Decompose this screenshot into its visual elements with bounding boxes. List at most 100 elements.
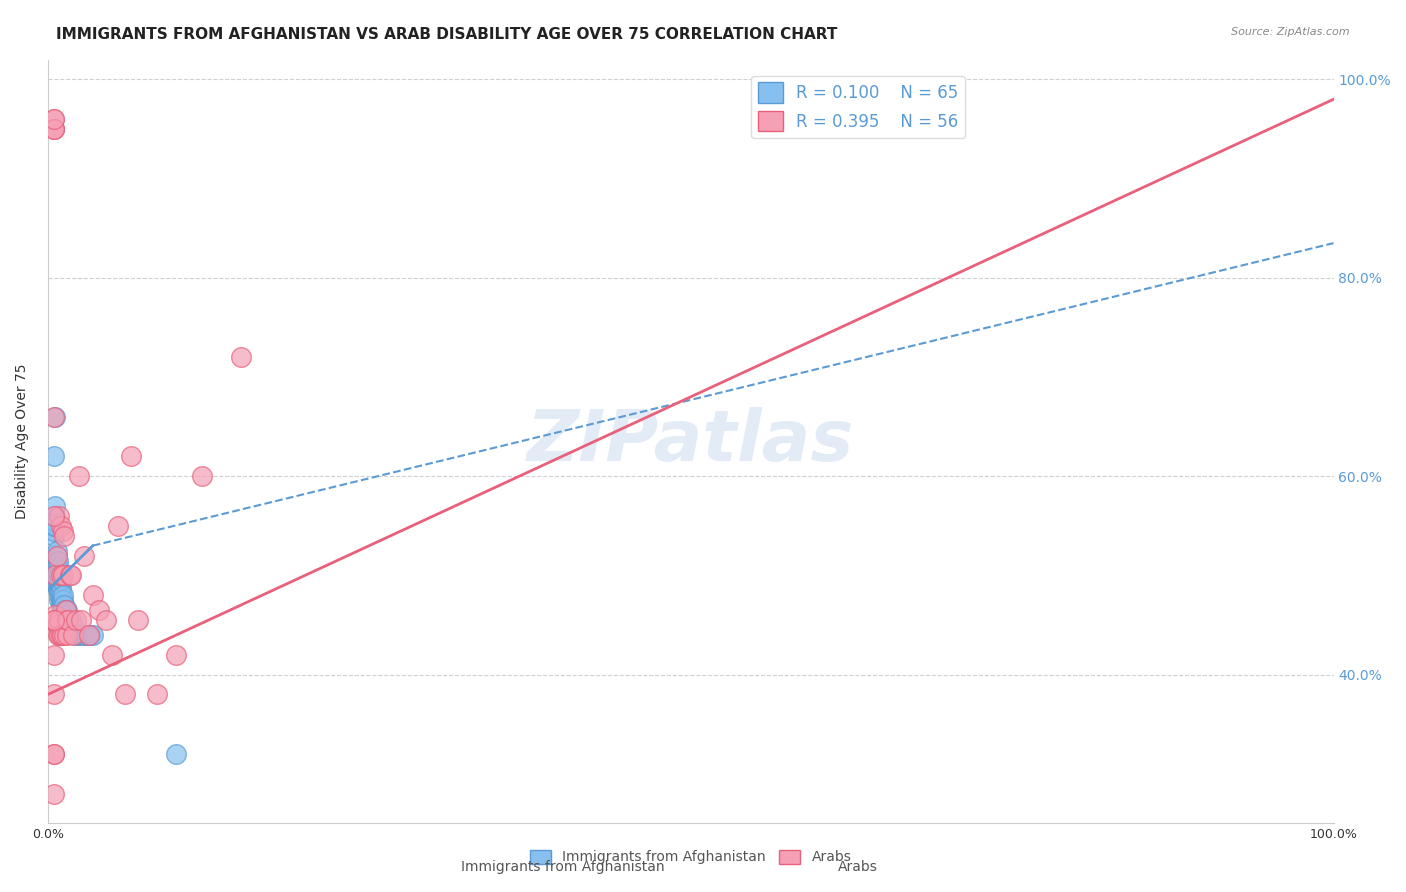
Point — [44, 519, 66, 533]
Point — [46, 568, 69, 582]
Point — [94, 613, 117, 627]
Point — [44, 613, 66, 627]
Point — [73, 549, 96, 563]
Point — [82, 628, 104, 642]
Point — [52, 568, 75, 582]
Point — [49, 583, 72, 598]
Point — [51, 593, 73, 607]
Point — [45, 549, 67, 563]
Point — [65, 628, 87, 642]
Point — [56, 613, 79, 627]
Point — [44, 524, 66, 538]
Point — [229, 350, 252, 364]
Point — [45, 549, 67, 563]
Point — [44, 747, 66, 761]
Point — [55, 603, 77, 617]
Point — [45, 543, 67, 558]
Point — [58, 618, 80, 632]
Point — [44, 508, 66, 523]
Point — [45, 564, 67, 578]
Point — [44, 529, 66, 543]
Point — [56, 608, 79, 623]
Text: Arabs: Arabs — [838, 860, 877, 874]
Point — [44, 122, 66, 136]
Point — [58, 613, 80, 627]
Point — [70, 613, 93, 627]
Point — [48, 588, 70, 602]
Legend: R = 0.100    N = 65, R = 0.395    N = 56: R = 0.100 N = 65, R = 0.395 N = 56 — [751, 76, 965, 138]
Point — [51, 598, 73, 612]
Point — [44, 688, 66, 702]
Point — [52, 588, 75, 602]
Point — [46, 558, 69, 573]
Point — [48, 568, 70, 582]
Point — [53, 529, 76, 543]
Text: IMMIGRANTS FROM AFGHANISTAN VS ARAB DISABILITY AGE OVER 75 CORRELATION CHART: IMMIGRANTS FROM AFGHANISTAN VS ARAB DISA… — [56, 27, 838, 42]
Point — [82, 588, 104, 602]
Point — [62, 628, 84, 642]
Point — [44, 409, 66, 424]
Point — [56, 613, 79, 627]
Point — [49, 568, 72, 582]
Point — [75, 628, 97, 642]
Point — [67, 469, 90, 483]
Point — [46, 564, 69, 578]
Point — [53, 603, 76, 617]
Point — [49, 593, 72, 607]
Point — [56, 628, 79, 642]
Point — [55, 603, 77, 617]
Point — [44, 613, 66, 627]
Point — [59, 618, 82, 632]
Point — [44, 787, 66, 801]
Point — [44, 112, 66, 127]
Point — [49, 588, 72, 602]
Point — [77, 628, 100, 642]
Text: Source: ZipAtlas.com: Source: ZipAtlas.com — [1232, 27, 1350, 37]
Point — [59, 613, 82, 627]
Point — [48, 583, 70, 598]
Point — [44, 514, 66, 528]
Point — [56, 603, 79, 617]
Point — [52, 593, 75, 607]
Point — [191, 469, 214, 483]
Point — [44, 122, 66, 136]
Point — [62, 618, 84, 632]
Point — [73, 628, 96, 642]
Point — [59, 618, 82, 632]
Point — [49, 598, 72, 612]
Point — [46, 618, 69, 632]
Point — [48, 613, 70, 627]
Point — [49, 578, 72, 592]
Point — [45, 568, 67, 582]
Point — [45, 558, 67, 573]
Point — [107, 519, 129, 533]
Text: Immigrants from Afghanistan: Immigrants from Afghanistan — [461, 860, 664, 874]
Point — [44, 450, 66, 464]
Point — [49, 568, 72, 582]
Point — [72, 628, 94, 642]
Point — [44, 549, 66, 563]
Y-axis label: Disability Age Over 75: Disability Age Over 75 — [15, 364, 30, 519]
Point — [120, 450, 142, 464]
Point — [49, 574, 72, 588]
Point — [101, 648, 124, 662]
Point — [53, 628, 76, 642]
Point — [46, 553, 69, 567]
Point — [49, 519, 72, 533]
Point — [44, 122, 66, 136]
Point — [51, 603, 73, 617]
Point — [44, 499, 66, 513]
Point — [44, 608, 66, 623]
Point — [48, 508, 70, 523]
Point — [66, 628, 89, 642]
Point — [55, 608, 77, 623]
Point — [114, 688, 136, 702]
Point — [79, 628, 101, 642]
Point — [44, 747, 66, 761]
Point — [53, 598, 76, 612]
Point — [165, 648, 187, 662]
Point — [44, 648, 66, 662]
Point — [46, 574, 69, 588]
Point — [51, 628, 73, 642]
Point — [77, 628, 100, 642]
